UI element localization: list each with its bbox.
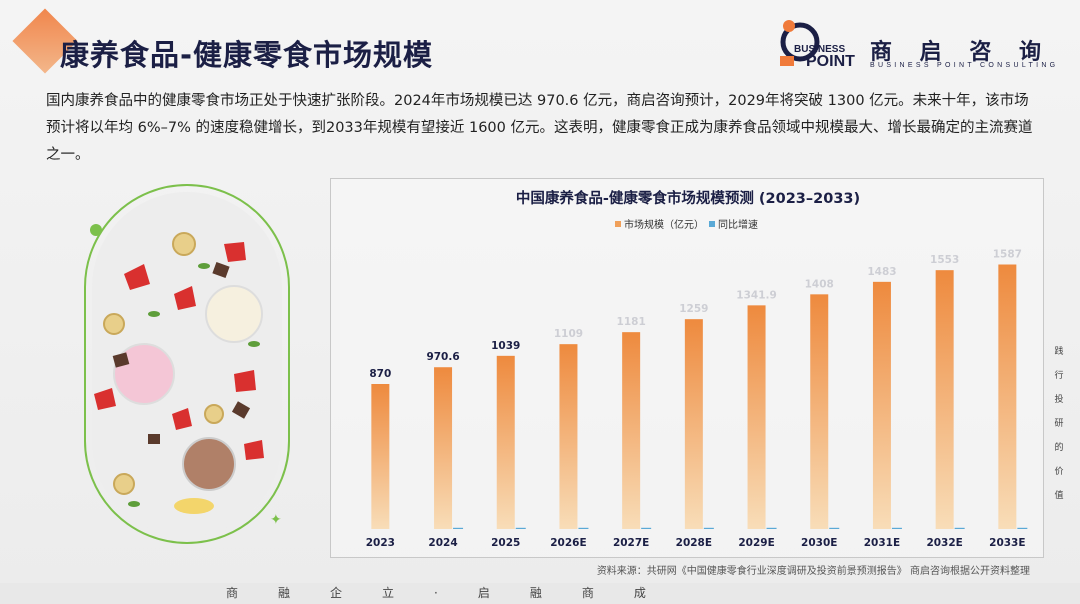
- logo-mark-icon: BUSINESS POINT: [780, 20, 855, 70]
- side-note-char: 值: [1054, 491, 1064, 501]
- growth-mark-2027E: [641, 527, 652, 529]
- side-note-char: 行: [1054, 371, 1064, 381]
- x-tick-2032E: 2032E: [926, 537, 962, 549]
- company-logo: BUSINESS POINT 商 启 咨 询 BUSINESS POINT CO…: [778, 16, 1068, 72]
- legend-swatch: [709, 221, 715, 227]
- bar-2023: [371, 384, 390, 529]
- bar-2032E: [935, 270, 954, 529]
- bar-2028E: [684, 319, 703, 529]
- growth-mark-2026E: [578, 527, 589, 529]
- data-label-2028E: 1259: [679, 303, 708, 315]
- data-label-2032E: 1553: [930, 254, 959, 266]
- growth-mark-2024: [453, 527, 464, 529]
- legend-swatch: [615, 221, 621, 227]
- x-tick-2031E: 2031E: [864, 537, 900, 549]
- growth-mark-2028E: [703, 527, 714, 529]
- growth-mark-2033E: [1017, 527, 1028, 529]
- bar-2030E: [810, 294, 829, 529]
- growth-mark-2030E: [829, 527, 840, 529]
- data-label-2030E: 1408: [805, 278, 834, 290]
- bar-2027E: [622, 332, 641, 529]
- bar-2033E: [998, 264, 1017, 529]
- footer-bar: 商融企立·启融商成: [0, 583, 1080, 604]
- growth-mark-2031E: [891, 527, 902, 529]
- healthy-snack-photo: ✦: [84, 184, 290, 544]
- bar-2026E: [559, 344, 578, 529]
- legend-label: 同比增速: [718, 218, 758, 231]
- page-title: 康养食品-健康零食市场规模: [60, 38, 434, 72]
- data-label-2023: 870: [369, 368, 391, 380]
- data-label-2024: 970.6: [426, 351, 459, 363]
- x-tick-2026E: 2026E: [550, 537, 586, 549]
- bar-2025: [496, 355, 515, 529]
- bar-2024: [434, 367, 453, 529]
- data-label-2025: 1039: [491, 340, 520, 352]
- data-label-2033E: 1587: [993, 249, 1022, 261]
- logo-mark-text-point: POINT: [806, 53, 855, 70]
- chart-title: 中国康养食品-健康零食市场规模预测 (2023–2033): [516, 189, 860, 207]
- chart-svg: 中国康养食品-健康零食市场规模预测 (2023–2033) 市场规模（亿元） 同比…: [366, 189, 1028, 549]
- svg-text:✦: ✦: [270, 512, 282, 528]
- x-tick-2027E: 2027E: [613, 537, 649, 549]
- x-tick-2028E: 2028E: [676, 537, 712, 549]
- x-tick-2023: 2023: [366, 537, 395, 549]
- legend-label: 市场规模（亿元）: [624, 218, 704, 231]
- x-tick-2033E: 2033E: [989, 537, 1025, 549]
- data-label-2027E: 1181: [617, 316, 646, 328]
- chart-marks: 870 2023 970.6 2024 1039 2025 1109 2026E 1181 202…: [366, 249, 1028, 549]
- side-note-char: 的: [1054, 443, 1064, 453]
- growth-mark-2029E: [766, 527, 777, 529]
- intro-paragraph: 国内康养食品中的健康零食市场正处于快速扩张阶段。2024年市场规模已达 970.…: [46, 93, 1033, 163]
- side-note-char: 践: [1054, 347, 1064, 357]
- market-size-chart: 中国康养食品-健康零食市场规模预测 (2023–2033) 市场规模（亿元） 同比…: [330, 178, 1044, 558]
- x-tick-2030E: 2030E: [801, 537, 837, 549]
- data-label-2031E: 1483: [867, 266, 896, 278]
- side-note: 践行投研的价值: [1052, 340, 1066, 508]
- source-note: 资料来源：共研网《中国健康零食行业深度调研及投资前景预测报告》 商启咨询根据公开…: [596, 566, 1030, 577]
- bar-2029E: [747, 305, 766, 529]
- chart-legend: 市场规模（亿元） 同比增速: [615, 218, 758, 231]
- x-tick-2025: 2025: [491, 537, 520, 549]
- x-tick-2024: 2024: [428, 537, 457, 549]
- side-note-char: 研: [1054, 419, 1064, 429]
- bar-2031E: [872, 281, 891, 529]
- data-label-2026E: 1109: [554, 328, 583, 340]
- logo-subtitle: BUSINESS POINT CONSULTING: [870, 62, 1059, 69]
- growth-mark-2025: [515, 527, 526, 529]
- logo-mark-text-business: BUSINESS: [794, 44, 845, 55]
- x-tick-2029E: 2029E: [738, 537, 774, 549]
- side-note-char: 投: [1054, 395, 1064, 405]
- logo-name: 商 启 咨 询: [870, 40, 1051, 65]
- growth-mark-2032E: [954, 527, 965, 529]
- footer-slogan: 商融企立·启融商成: [226, 586, 686, 600]
- data-label-2029E: 1341.9: [736, 289, 777, 301]
- side-note-char: 价: [1054, 467, 1064, 477]
